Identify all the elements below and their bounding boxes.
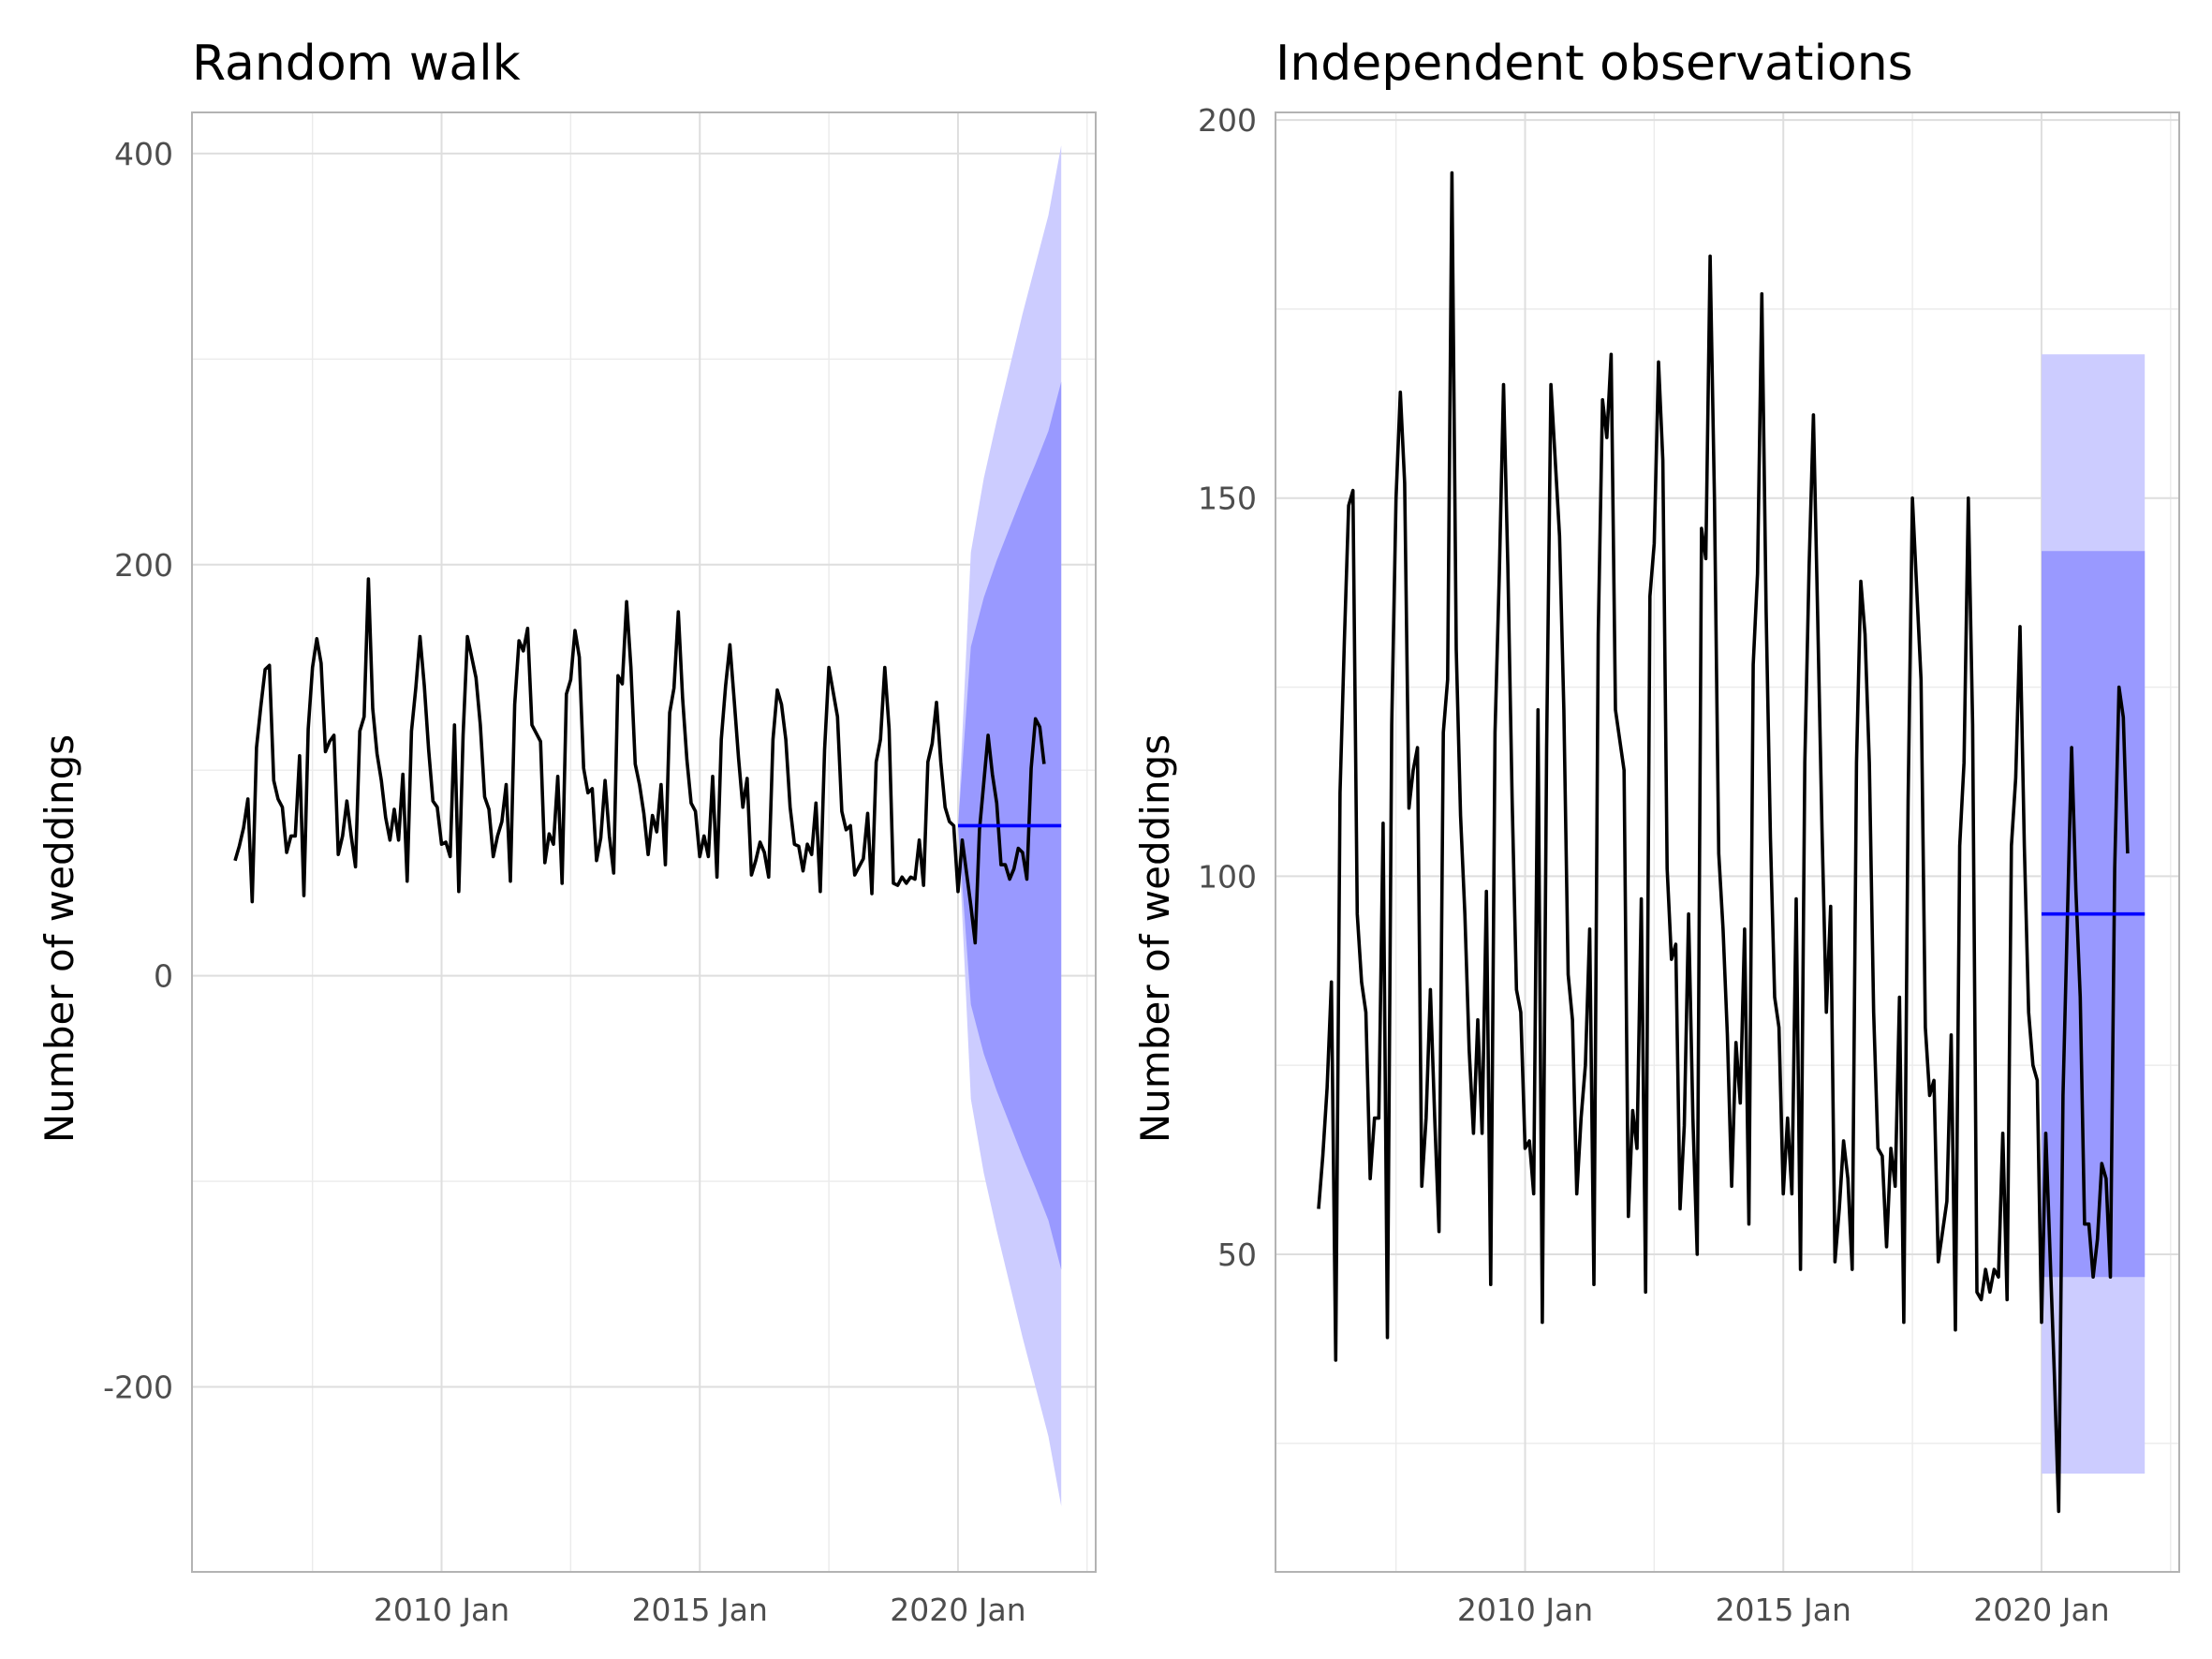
y-tick-label: 0 xyxy=(154,958,173,995)
x-tick-label: 2015 Jan xyxy=(632,1592,768,1628)
y-tick-label: 200 xyxy=(1198,102,1257,139)
panel-border xyxy=(191,111,1097,1573)
y-tick-label: -200 xyxy=(103,1370,173,1406)
y-axis-label: Number of weddings xyxy=(1132,734,1178,1143)
y-tick-label: 400 xyxy=(114,136,173,172)
y-axis-label: Number of weddings xyxy=(37,734,82,1143)
plot-area: -200 0 200 400 2010 Jan 2015 Jan 2020 Jan xyxy=(103,111,1097,1628)
series-line xyxy=(233,577,1046,945)
independent-observations-panel: Independent observations Number of weddi… xyxy=(1132,36,2180,1628)
y-tick-label: 200 xyxy=(114,547,173,584)
x-tick-label: 2010 Jan xyxy=(374,1592,509,1628)
panel-title: Independent observations xyxy=(1276,36,1913,92)
random-walk-panel: Random walk Number of weddings -200 0 200 4… xyxy=(37,36,1097,1628)
x-tick-label: 2020 Jan xyxy=(1973,1592,2109,1628)
x-tick-label: 2015 Jan xyxy=(1716,1592,1851,1628)
y-tick-label: 150 xyxy=(1198,481,1257,517)
series-line xyxy=(1317,170,2130,1514)
y-tick-label: 100 xyxy=(1198,858,1257,895)
y-tick-label: 50 xyxy=(1217,1237,1257,1273)
x-tick-label: 2010 Jan xyxy=(1457,1592,1593,1628)
panel-title: Random walk xyxy=(192,36,521,92)
x-tick-label: 2020 Jan xyxy=(890,1592,1025,1628)
plot-area: 50 100 150 200 2010 Jan 2015 Jan 2020 Jan xyxy=(1198,102,2180,1628)
panel-border xyxy=(1275,111,2180,1573)
